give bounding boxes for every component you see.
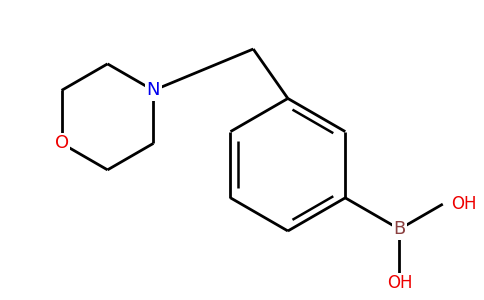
Text: N: N xyxy=(147,81,160,99)
Text: O: O xyxy=(55,134,69,152)
Text: OH: OH xyxy=(452,195,477,213)
Text: OH: OH xyxy=(387,274,412,292)
Text: B: B xyxy=(393,220,406,238)
